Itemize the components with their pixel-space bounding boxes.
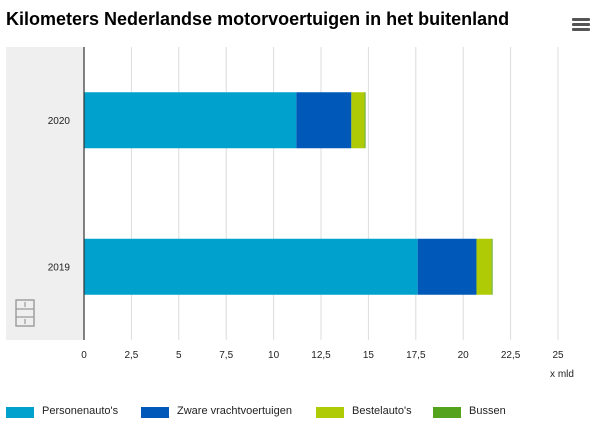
legend-label: Personenauto's <box>42 405 119 417</box>
legend: Personenauto's Zware vrachtvoertuigen Best… <box>0 402 600 426</box>
x-tick-label: 5 <box>176 350 182 361</box>
bar-segment[interactable] <box>491 238 493 295</box>
category-label: 2020 <box>48 116 71 127</box>
legend-label: Bussen <box>469 405 506 417</box>
legend-label: Bestelauto's <box>352 405 412 417</box>
bar-segment[interactable] <box>296 92 352 149</box>
legend-swatch <box>6 407 34 418</box>
bar-chart: 2020 2019 0 2,5 5 7,5 10 12,5 15 17,5 20 22,5 25 x … <box>6 47 574 380</box>
x-tick-label: 7,5 <box>219 350 233 361</box>
x-tick-label: 15 <box>363 350 375 361</box>
grid-lines <box>130 47 559 340</box>
hamburger-menu-icon[interactable] <box>572 18 590 32</box>
bar-segment[interactable] <box>351 92 365 149</box>
bar-segment[interactable] <box>364 92 366 149</box>
chart-title: Kilometers Nederlandse motorvoertuigen i… <box>6 9 510 29</box>
x-tick-label: 20 <box>458 350 470 361</box>
bars <box>84 92 493 295</box>
x-tick-label: 12,5 <box>311 350 331 361</box>
category-label: 2019 <box>48 262 71 273</box>
cbs-logo <box>15 299 35 327</box>
legend-swatch <box>433 407 461 418</box>
bar-segment[interactable] <box>476 238 492 295</box>
bar-segment[interactable] <box>84 92 297 149</box>
x-tick-label: 17,5 <box>406 350 426 361</box>
y-axis-labels: 2020 2019 <box>48 116 71 274</box>
x-axis-tick-labels: 0 2,5 5 7,5 10 12,5 15 17,5 20 22,5 25 <box>81 350 564 361</box>
x-tick-label: 22,5 <box>501 350 521 361</box>
x-tick-label: 10 <box>268 350 280 361</box>
legend-swatch <box>316 407 344 418</box>
x-axis-unit-label: x mld <box>550 369 574 380</box>
x-tick-label: 0 <box>81 350 87 361</box>
bar-segment[interactable] <box>84 238 418 295</box>
x-tick-label: 2,5 <box>124 350 138 361</box>
x-tick-label: 25 <box>552 350 564 361</box>
legend-swatch <box>141 407 169 418</box>
category-band <box>6 47 84 340</box>
legend-label: Zware vrachtvoertuigen <box>177 405 292 417</box>
bar-segment[interactable] <box>417 238 477 295</box>
